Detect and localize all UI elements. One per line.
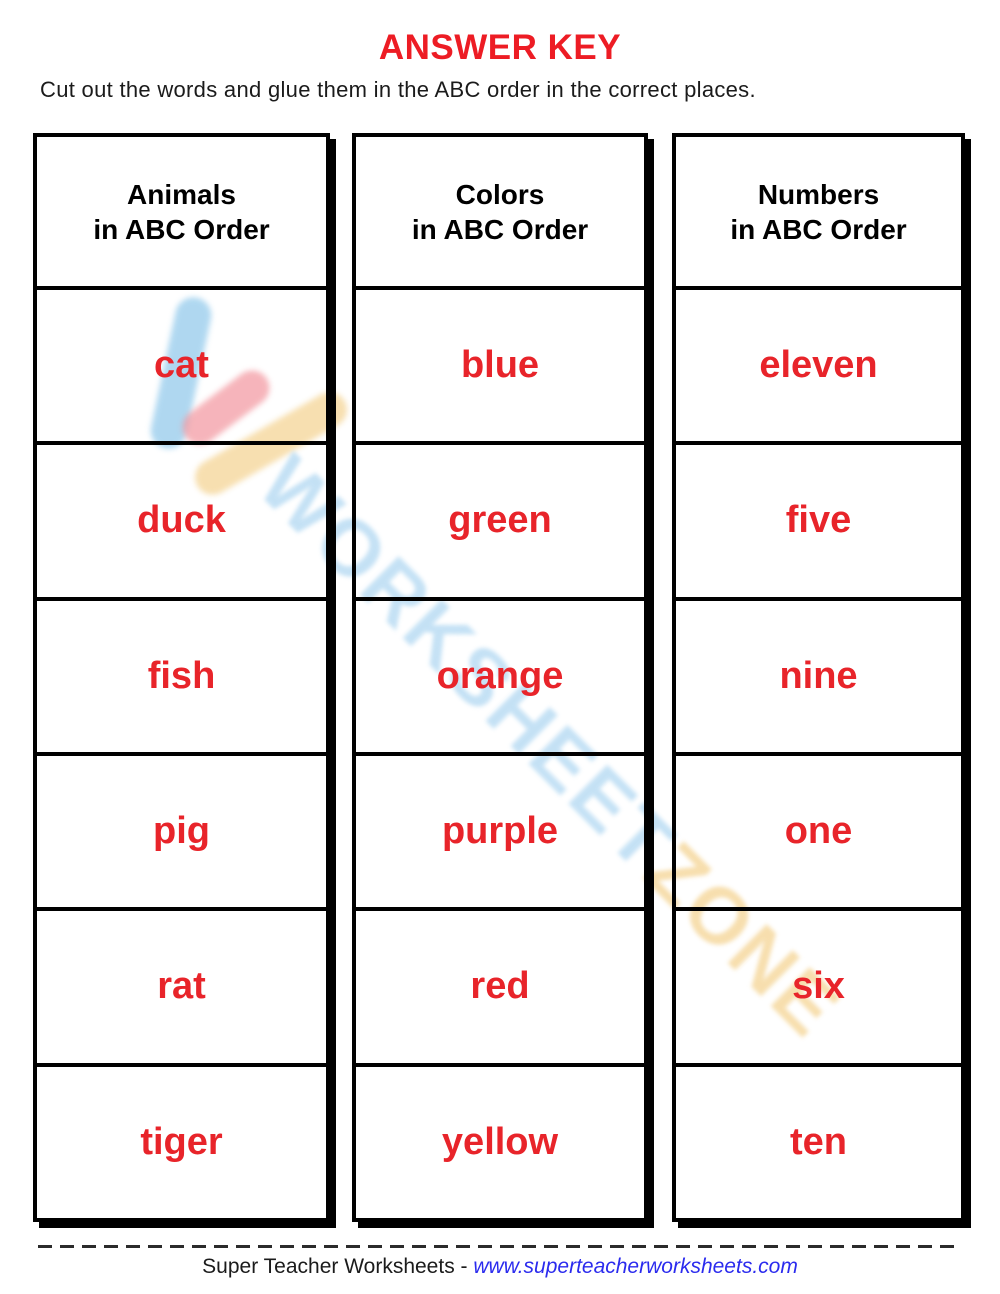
answer-word: one [784, 810, 853, 853]
column-numbers: Numbers in ABC Order eleven five nine on… [672, 133, 965, 1222]
answer-cell: rat [37, 911, 326, 1067]
answer-cell: blue [356, 290, 644, 446]
answer-cell: orange [356, 601, 644, 756]
answer-cell: tiger [37, 1067, 326, 1218]
answer-cell: six [676, 911, 961, 1067]
answer-cell: five [676, 445, 961, 601]
answer-word: orange [436, 654, 564, 697]
footer-brand-text: Super Teacher Worksheets - [202, 1255, 474, 1278]
answer-cell: green [356, 445, 644, 601]
column-header-line2: in ABC Order [93, 213, 270, 245]
answer-word: fish [147, 654, 216, 697]
answer-word: red [470, 965, 530, 1008]
answer-word: eleven [759, 344, 878, 387]
answer-cell: red [356, 911, 644, 1067]
column-header-line2: in ABC Order [730, 213, 907, 245]
cut-line-divider [38, 1245, 962, 1248]
column-numbers-header: Numbers in ABC Order [676, 137, 961, 290]
column-header-line2: in ABC Order [411, 213, 589, 245]
answer-cell: cat [37, 290, 326, 446]
column-animals-header: Animals in ABC Order [37, 137, 326, 290]
answer-cell: ten [676, 1067, 961, 1218]
page-title: ANSWER KEY [378, 28, 622, 67]
answer-word: green [448, 499, 552, 542]
answer-cell: pig [37, 756, 326, 912]
answer-word: pig [153, 810, 210, 853]
answer-cell: fish [37, 601, 326, 756]
column-header-line1: Colors [455, 178, 545, 210]
answer-cell: one [676, 756, 961, 912]
answer-word: five [785, 499, 852, 542]
instruction-text: Cut out the words and glue them in the A… [40, 77, 756, 102]
answer-word: cat [154, 344, 209, 387]
column-header-line1: Animals [127, 178, 236, 210]
footer: Super Teacher Worksheets - www.superteac… [0, 1255, 1000, 1279]
answer-word: ten [790, 1120, 847, 1163]
answer-word: nine [779, 654, 858, 697]
footer-website-link[interactable]: www.superteacherworksheets.com [473, 1255, 798, 1278]
answer-word: blue [460, 344, 540, 387]
answer-cell: yellow [356, 1067, 644, 1218]
answer-cell: duck [37, 445, 326, 601]
column-animals: Animals in ABC Order cat duck fish pig r… [33, 133, 330, 1222]
column-colors: Colors in ABC Order blue green orange pu… [352, 133, 648, 1222]
answer-word: purple [441, 810, 559, 853]
answer-cell: purple [356, 756, 644, 912]
answer-word: tiger [140, 1120, 223, 1163]
answer-word: rat [157, 965, 206, 1008]
answer-word: six [792, 965, 845, 1008]
answer-word: yellow [441, 1120, 559, 1163]
column-header-line1: Numbers [757, 178, 880, 210]
column-colors-header: Colors in ABC Order [356, 137, 644, 290]
answer-cell: nine [676, 601, 961, 756]
answer-cell: eleven [676, 290, 961, 446]
answer-word: duck [137, 499, 226, 542]
